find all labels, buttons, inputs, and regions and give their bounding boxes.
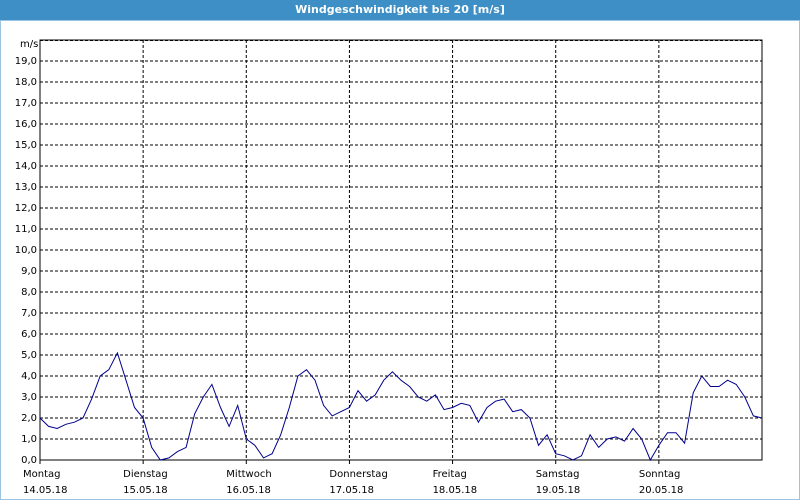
x-tick-label: Samstag [536, 469, 580, 480]
wind-line [39, 351, 763, 462]
y-tick-label: 8,0 [21, 287, 37, 298]
x-tick-label: 15.05.18 [123, 485, 168, 496]
x-tick-label: 14.05.18 [23, 485, 68, 496]
x-tick-label: 18.05.18 [433, 485, 478, 496]
y-tick-label: 16,0 [15, 119, 37, 130]
y-tick-label: 13,0 [15, 182, 37, 193]
y-axis-label: m/s [20, 39, 38, 50]
x-tick-label: 20.05.18 [639, 485, 684, 496]
y-tick-label: 3,0 [21, 392, 37, 403]
y-tick-label: 15,0 [15, 140, 37, 151]
y-tick-label: 17,0 [15, 98, 37, 109]
y-tick-label: 19,0 [15, 56, 37, 67]
x-tick-label: Freitag [433, 469, 467, 480]
x-tick-label: Sonntag [639, 469, 681, 480]
x-tick-label: Mittwoch [226, 469, 271, 480]
y-tick-label: 11,0 [15, 224, 37, 235]
chart-title: Windgeschwindigkeit bis 20 [m/s] [295, 3, 505, 16]
y-tick-label: 0,0 [21, 455, 37, 466]
y-tick-label: 12,0 [15, 203, 37, 214]
x-tick-label: Dienstag [123, 469, 168, 480]
y-tick-label: 2,0 [21, 413, 37, 424]
y-tick-label: 9,0 [21, 266, 37, 277]
y-tick-label: 5,0 [21, 350, 37, 361]
title-bar [0, 0, 800, 20]
x-tick-label: 16.05.18 [226, 485, 271, 496]
y-tick-label: 6,0 [21, 329, 37, 340]
y-tick-label: 7,0 [21, 308, 37, 319]
y-tick-label: 14,0 [15, 161, 37, 172]
y-tick-label: 1,0 [21, 434, 37, 445]
x-tick-label: Donnerstag [329, 469, 387, 480]
y-tick-label: 10,0 [15, 245, 37, 256]
x-tick-label: 17.05.18 [329, 485, 374, 496]
x-tick-label: 19.05.18 [536, 485, 581, 496]
y-tick-label: 18,0 [15, 77, 37, 88]
x-tick-label: Montag [23, 469, 60, 480]
y-tick-label: 4,0 [21, 371, 37, 382]
